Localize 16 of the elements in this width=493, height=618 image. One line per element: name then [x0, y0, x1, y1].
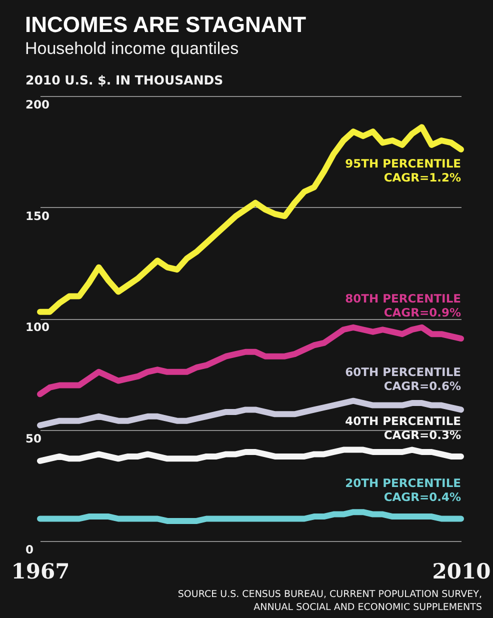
y-axis-title: 2010 U.S. $. IN THOUSANDS: [26, 72, 224, 88]
y-tick-label: 0: [26, 542, 34, 556]
x-tick-label: 2010: [432, 558, 491, 584]
chart-subtitle: Household income quantiles: [25, 39, 239, 58]
y-tick-label: 150: [26, 208, 50, 223]
series-label: 80TH PERCENTILE CAGR=0.9%: [345, 291, 462, 320]
series-label: 40TH PERCENTILE CAGR=0.3%: [345, 414, 462, 442]
y-tick-label: 100: [26, 320, 50, 334]
y-tick-label: 200: [26, 98, 50, 112]
series-label: 95TH PERCENTILE CAGR=1.2%: [345, 156, 462, 184]
source-note: SOURCE U.S. CENSUS BUREAU, CURRENT POPULATION SURVEY, ANNUAL SOCIAL AND ECONOMIC SUPPLEMENTS: [178, 589, 482, 613]
series-label: 60TH PERCENTILE CAGR=0.6%: [345, 364, 462, 393]
series-label: 20TH PERCENTILE CAGR=0.4%: [345, 476, 462, 504]
y-tick-label: 50: [26, 431, 42, 446]
chart-title: INCOMES ARE STAGNANT: [25, 12, 307, 37]
x-tick-label: 1967: [11, 558, 70, 584]
